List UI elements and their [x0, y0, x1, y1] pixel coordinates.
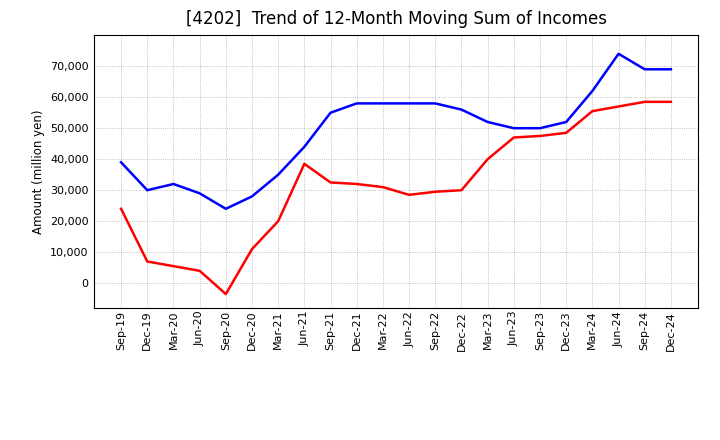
Ordinary Income	[510, 125, 518, 131]
Ordinary Income	[248, 194, 256, 199]
Net Income	[405, 192, 413, 198]
Ordinary Income	[640, 66, 649, 72]
Ordinary Income	[169, 181, 178, 187]
Net Income	[195, 268, 204, 273]
Ordinary Income	[536, 125, 544, 131]
Net Income	[222, 291, 230, 297]
Ordinary Income	[117, 160, 125, 165]
Net Income	[117, 206, 125, 212]
Ordinary Income	[588, 88, 597, 94]
Ordinary Income	[457, 107, 466, 112]
Title: [4202]  Trend of 12-Month Moving Sum of Incomes: [4202] Trend of 12-Month Moving Sum of I…	[186, 10, 606, 28]
Ordinary Income	[352, 101, 361, 106]
Ordinary Income	[274, 172, 282, 177]
Ordinary Income	[562, 119, 570, 125]
Net Income	[326, 180, 335, 185]
Net Income	[562, 130, 570, 136]
Net Income	[300, 161, 309, 166]
Ordinary Income	[195, 191, 204, 196]
Net Income	[379, 184, 387, 190]
Ordinary Income	[483, 119, 492, 125]
Line: Ordinary Income: Ordinary Income	[121, 54, 671, 209]
Ordinary Income	[614, 51, 623, 56]
Ordinary Income	[431, 101, 440, 106]
Net Income	[457, 187, 466, 193]
Ordinary Income	[222, 206, 230, 212]
Ordinary Income	[405, 101, 413, 106]
Net Income	[352, 181, 361, 187]
Net Income	[431, 189, 440, 194]
Ordinary Income	[667, 66, 675, 72]
Ordinary Income	[143, 187, 152, 193]
Net Income	[274, 219, 282, 224]
Net Income	[667, 99, 675, 104]
Net Income	[169, 264, 178, 269]
Net Income	[483, 157, 492, 162]
Y-axis label: Amount (million yen): Amount (million yen)	[32, 110, 45, 234]
Ordinary Income	[326, 110, 335, 115]
Ordinary Income	[379, 101, 387, 106]
Net Income	[536, 133, 544, 139]
Net Income	[248, 246, 256, 252]
Net Income	[614, 104, 623, 109]
Net Income	[588, 109, 597, 114]
Net Income	[143, 259, 152, 264]
Net Income	[640, 99, 649, 104]
Ordinary Income	[300, 144, 309, 150]
Line: Net Income: Net Income	[121, 102, 671, 294]
Net Income	[510, 135, 518, 140]
